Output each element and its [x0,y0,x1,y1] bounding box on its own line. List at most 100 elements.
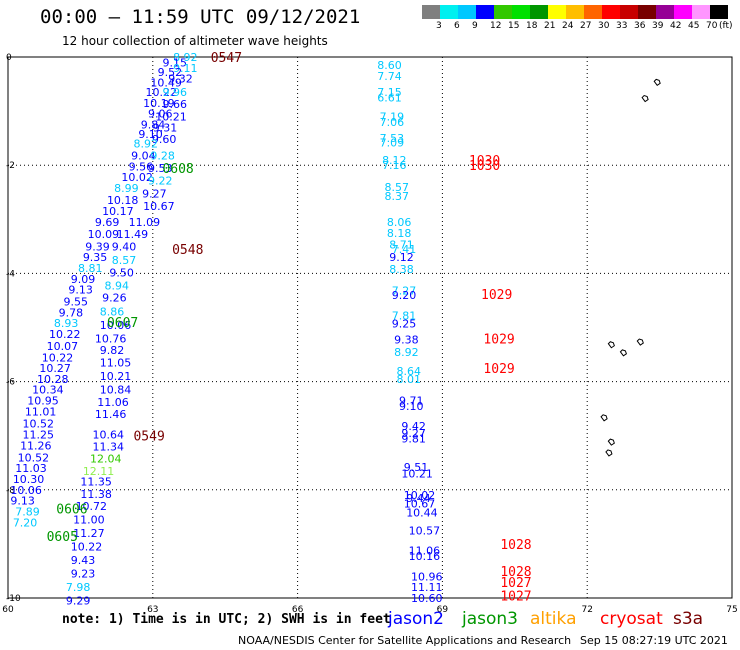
wave-height-value: 10.57 [409,524,441,537]
island-outline [641,95,649,103]
wave-height-value: 8.92 [133,138,158,151]
wave-height-value: 9.38 [394,333,419,346]
wave-height-value: 11.25 [22,429,54,442]
legend-s3a: s3a [673,609,704,629]
wave-height-value: 10.22 [146,86,178,99]
island-outline [636,338,644,346]
page-title: 00:00 – 11:59 UTC 09/12/2021 [40,6,361,28]
wave-height-value: 9.60 [152,133,177,146]
wave-height-value: 10.21 [401,468,433,481]
footer-note: note: 1) Time is in UTC; 2) SWH is in fe… [62,612,391,627]
lat-tick-label: -6 [6,378,15,388]
wave-height-value: 9.78 [59,306,84,319]
colorbar-label: 24 [562,21,574,31]
wave-height-value: 9.06 [148,107,173,120]
wave-height-value: 9.32 [168,73,193,86]
wave-height-value: 11.09 [129,216,161,229]
wave-height-value: 9.10 [138,128,163,141]
wave-height-value: 11.06 [97,396,129,409]
wave-height-value: 9.13 [68,284,93,297]
pass-time-label: 1028 [500,538,531,553]
wave-height-value: 7.98 [66,581,91,594]
wave-height-value: 9.15 [162,56,187,69]
pass-time-label: 1029 [481,288,512,303]
colorbar-swatch [440,5,458,19]
wave-height-value: 7.74 [377,70,402,83]
page-subtitle: 12 hour collection of altimeter wave hei… [62,34,328,48]
colorbar-label: 45 [688,21,700,31]
colorbar-label: 70 [706,21,718,31]
wave-height-value: 9.39 [85,240,110,253]
wave-height-value: 8.01 [397,373,422,386]
wave-height-value: 10.07 [47,340,79,353]
colorbar-swatch [674,5,692,19]
wave-height-value: 9.13 [10,495,35,508]
colorbar-label: 15 [508,21,520,31]
wave-height-value: 8.60 [377,59,402,72]
wave-height-value: 8.92 [173,51,198,64]
wave-height-value: 10.18 [107,194,138,207]
wave-height-value: 9.69 [95,216,120,229]
wave-height-value: 7.19 [380,111,405,124]
wave-height-value: 11.38 [80,488,112,501]
wave-height-value: 9.10 [399,400,424,413]
wave-height-value: 10.06 [100,319,132,332]
wave-height-value: 9.66 [162,98,187,111]
wave-height-value: 9.40 [112,240,137,253]
pass-time-label: 0605 [47,530,78,545]
wave-height-value: 8.12 [382,154,407,167]
colorbar-label: 39 [652,21,664,31]
wave-height-value: 7.15 [377,86,402,99]
wave-height-value: 10.52 [22,417,54,430]
wave-height-value: 10.95 [27,395,59,408]
wave-height-value: 8.81 [78,262,103,275]
wave-height-value: 10.52 [18,451,50,464]
wave-height-value: 11.34 [92,441,124,454]
wave-height-value: 10.34 [32,384,64,397]
wave-height-value: 9.35 [83,251,108,264]
wave-height-value: 10.17 [102,205,133,218]
wave-height-value: 10.72 [76,500,108,513]
wave-height-value: 9.43 [71,554,96,567]
wave-height-value: 11.11 [411,581,443,594]
lon-tick-label: 75 [726,605,737,615]
wave-height-value: 10.60 [411,592,443,605]
credit-text: NOAA/NESDIS Center for Satellite Applica… [238,634,572,647]
wave-height-value: 10.19 [143,97,175,110]
wave-height-value: 9.28 [150,149,175,162]
wave-height-value: 9.31 [153,121,178,134]
generated-time: Sep 15 08:27:19 UTC 2021 [580,634,728,647]
colorbar-swatch [692,5,710,19]
colorbar-swatch [494,5,512,19]
colorbar-label: 6 [454,21,460,31]
wave-height-value: 11.06 [409,544,441,557]
wave-height-value: 10.30 [13,473,45,486]
lon-tick-label: 60 [2,605,14,615]
wave-height-value: 9.55 [64,296,89,309]
wave-height-value: 9.82 [100,344,125,357]
wave-height-value: 8.06 [387,216,412,229]
lon-tick-label: 63 [147,605,158,615]
wave-height-value: 12.04 [90,452,122,465]
wave-height-value: 11.46 [95,408,127,421]
pass-time-label: 1030 [469,154,500,169]
wave-height-value: 8.64 [397,365,422,378]
pass-time-label: 0548 [172,243,203,258]
wave-height-value: 8.92 [394,346,419,359]
wave-height-value: 9.25 [392,318,417,331]
wave-height-value: 8.18 [387,227,412,240]
wave-height-value: 10.96 [411,570,443,583]
pass-time-label: 1028 [500,565,531,580]
wave-height-value: 8.57 [112,254,137,267]
pass-time-label: 0608 [162,162,193,177]
legend-jason3: jason3 [462,609,518,629]
wave-height-value: 9.12 [389,251,414,264]
colorbar-swatch [620,5,638,19]
wave-height-value: 10.67 [143,200,175,213]
wave-height-value: 10.22 [71,541,103,554]
wave-height-value: 9.11 [173,62,198,75]
wave-height-value: 10.76 [95,332,127,345]
colorbar-swatch [584,5,602,19]
colorbar-label: 33 [616,21,628,31]
